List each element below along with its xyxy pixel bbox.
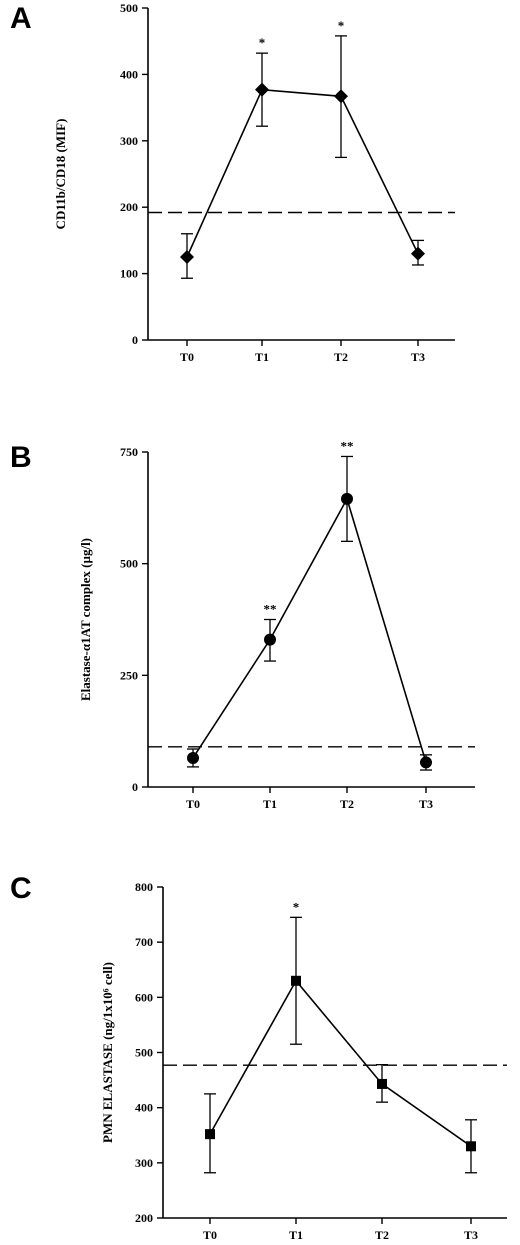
data-point-square	[205, 1129, 215, 1140]
y-tick-label: 500	[120, 1, 138, 15]
y-tick-label: 200	[120, 200, 138, 214]
x-tick-label: T1	[255, 350, 269, 364]
y-tick-label: 800	[135, 880, 153, 894]
data-point-diamond	[255, 82, 269, 97]
data-point-circle	[187, 751, 199, 764]
series-line	[186, 88, 419, 258]
y-tick-label: 100	[120, 267, 138, 281]
x-tick-label: T0	[180, 350, 194, 364]
x-tick-label: T0	[186, 797, 200, 811]
x-tick-label: T2	[340, 797, 354, 811]
y-tick-label: 600	[135, 990, 153, 1004]
y-tick-label: 400	[120, 67, 138, 81]
x-tick-label: T1	[263, 797, 277, 811]
y-axis-label: PMN ELASTASE (ng/1x10⁶ cell)	[100, 962, 115, 1143]
x-tick-label: T2	[375, 1228, 389, 1242]
data-point-square	[377, 1078, 387, 1089]
x-tick-label: T3	[419, 797, 433, 811]
y-tick-label: 250	[120, 668, 138, 682]
data-point-diamond	[411, 246, 425, 261]
significance-marker: **	[264, 602, 277, 617]
y-axis-label: CD11b/CD18 (MIF)	[53, 119, 68, 230]
x-tick-label: T1	[289, 1228, 303, 1242]
data-point-circle	[341, 492, 353, 505]
y-tick-label: 300	[120, 134, 138, 148]
y-tick-label: 300	[135, 1156, 153, 1170]
y-tick-label: 750	[120, 445, 138, 459]
y-tick-label: 0	[132, 780, 138, 794]
significance-marker: *	[259, 35, 266, 50]
chart-panel-a: A 0 100 200 300 400 500 T0 T1 T2 T3 CD11b/CD18 (MIF…	[10, 1, 455, 364]
y-tick-label: 500	[135, 1046, 153, 1060]
data-point-square	[291, 975, 301, 986]
y-tick-label: 200	[135, 1211, 153, 1225]
data-point-diamond	[334, 89, 348, 104]
panel-label: A	[10, 2, 32, 35]
significance-marker: *	[338, 18, 345, 33]
data-point-square	[466, 1141, 476, 1152]
y-tick-label: 0	[132, 333, 138, 347]
series-line	[209, 979, 472, 1147]
data-point-diamond	[180, 250, 194, 264]
significance-marker: *	[293, 899, 300, 914]
x-tick-label: T3	[464, 1228, 478, 1242]
x-tick-label: T0	[203, 1228, 217, 1242]
x-tick-label: T2	[334, 350, 348, 364]
x-tick-label: T3	[411, 350, 425, 364]
y-tick-label: 700	[135, 935, 153, 949]
y-tick-label: 400	[135, 1101, 153, 1115]
y-tick-label: 500	[120, 557, 138, 571]
chart-panel-b: B 0 250 500 750 T0 T1 T2 T3 Elastase-α1AT complex…	[10, 438, 475, 811]
y-axis-label: Elastase-α1AT complex (µg/l)	[78, 538, 93, 701]
chart-panel-c: C 200 300 400 500 600 700 800 T0 T1 T2 T3 PMN ELASTA…	[10, 872, 507, 1242]
data-point-circle	[420, 756, 432, 769]
panel-label: B	[10, 441, 32, 474]
data-point-circle	[264, 633, 276, 646]
significance-marker: **	[341, 438, 354, 453]
panel-label: C	[10, 872, 32, 905]
series-line	[192, 496, 427, 763]
